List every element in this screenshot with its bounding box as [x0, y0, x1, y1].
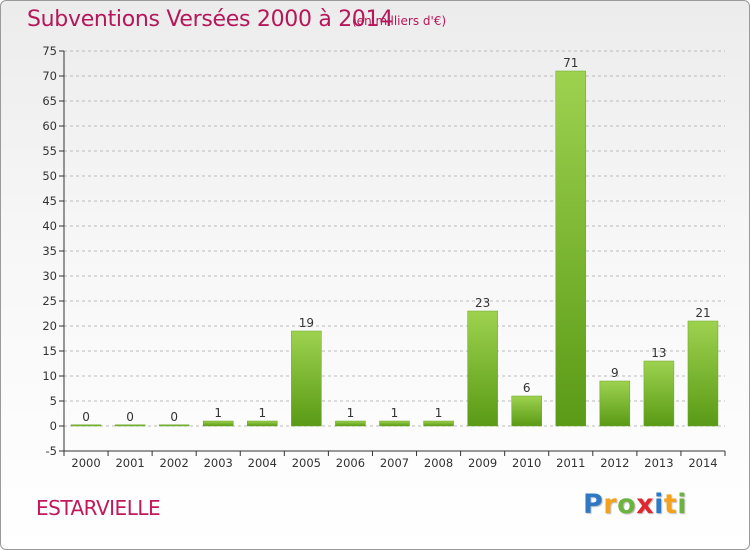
proxiti-logo: Proxiti [583, 489, 687, 520]
bar [643, 360, 675, 427]
x-tick-label: 2000 [71, 456, 100, 470]
y-tick-label: 40 [42, 219, 57, 233]
bar [599, 380, 631, 427]
bar [511, 395, 542, 427]
logo-letter: r [603, 489, 618, 520]
logo-letter: o [617, 489, 637, 520]
x-axis-ticks: 2000 2001 2002 2003 2004 2005 2006 2007 2008 2009… [63, 451, 726, 470]
axes [63, 51, 725, 452]
y-tick-label: -5 [46, 444, 57, 458]
y-tick-label: 5 [50, 394, 57, 408]
bar [202, 420, 234, 427]
x-tick-label: 2004 [248, 456, 277, 470]
x-tick-label: 2013 [644, 456, 673, 470]
x-tick-label: 2003 [204, 456, 233, 470]
bar [114, 424, 146, 427]
x-tick-label: 2007 [380, 456, 409, 470]
logo-letter: i [654, 489, 664, 520]
bars [70, 70, 719, 427]
bar [335, 420, 366, 427]
bar [70, 424, 102, 427]
bar [247, 420, 278, 427]
y-axis-ticks: -5 0 5 10 15 20 25 30 35 40 45 50 55 60 65 70 75 [42, 44, 64, 458]
y-tick-label: 65 [42, 94, 57, 108]
x-tick-label: 2011 [556, 456, 585, 470]
bar [423, 420, 454, 427]
bar [555, 70, 587, 427]
value-label: 1 [391, 406, 399, 420]
y-tick-label: 35 [42, 244, 57, 258]
y-tick-label: 60 [42, 119, 57, 133]
y-tick-label: 75 [42, 44, 57, 58]
bar [687, 320, 719, 427]
y-tick-label: 55 [42, 144, 57, 158]
y-tick-label: 10 [42, 369, 57, 383]
logo-letter: x [636, 489, 655, 520]
y-tick-label: 70 [42, 69, 57, 83]
commune-name: ESTARVIELLE [36, 496, 161, 520]
bar [291, 330, 322, 427]
x-tick-label: 2012 [600, 456, 629, 470]
y-tick-label: 0 [50, 419, 57, 433]
x-tick-label: 2014 [688, 456, 717, 470]
value-label: 0 [170, 410, 178, 424]
x-tick-label: 2008 [424, 456, 453, 470]
bar [158, 424, 190, 427]
value-label: 21 [695, 306, 710, 320]
x-tick-label: 2002 [160, 456, 189, 470]
value-label: 13 [651, 346, 666, 360]
y-tick-label: 45 [42, 194, 57, 208]
value-label: 1 [347, 406, 355, 420]
value-label: 71 [563, 56, 578, 70]
value-label: 19 [299, 316, 314, 330]
logo-letter: i [677, 489, 688, 520]
x-tick-label: 2001 [115, 456, 144, 470]
value-label: 1 [435, 406, 443, 420]
logo-letter: t [663, 489, 678, 520]
logo-letter: P [583, 489, 604, 520]
x-tick-label: 2005 [292, 456, 321, 470]
x-tick-label: 2010 [512, 456, 541, 470]
chart-title: Subventions Versées 2000 à 2014 [27, 7, 394, 32]
y-tick-label: 30 [42, 269, 57, 283]
y-tick-label: 50 [42, 169, 57, 183]
value-label: 0 [82, 410, 90, 424]
chart-unit-label: (en milliers d'€) [352, 14, 447, 28]
value-labels: 0 0 0 1 1 19 1 1 1 23 6 71 9 13 21 [82, 56, 710, 424]
value-label: 9 [611, 366, 619, 380]
y-tick-label: 25 [42, 294, 57, 308]
bar [467, 310, 498, 427]
bar [379, 420, 410, 427]
y-tick-label: 15 [42, 344, 57, 358]
x-tick-label: 2006 [336, 456, 365, 470]
value-label: 1 [258, 406, 266, 420]
value-label: 23 [475, 296, 490, 310]
y-tick-label: 20 [42, 319, 57, 333]
value-label: 0 [126, 410, 134, 424]
value-label: 6 [523, 381, 531, 395]
value-label: 1 [214, 406, 222, 420]
x-tick-label: 2009 [468, 456, 497, 470]
